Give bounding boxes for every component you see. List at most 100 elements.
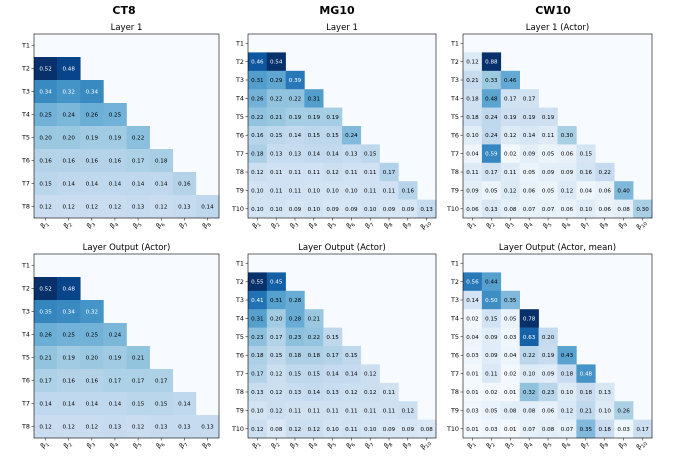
- heatmap-cell: [595, 401, 615, 420]
- cell-value-label: 0.56: [466, 280, 479, 286]
- cell-value-label: 0.17: [251, 372, 264, 378]
- heatmap-cell: [342, 382, 362, 402]
- heatmap-cell: [360, 181, 380, 200]
- x-tick-label: β2: [62, 439, 74, 451]
- cell-value-label: 0.04: [504, 353, 517, 359]
- x-tick-label: β4: [522, 439, 534, 451]
- cell-value-label: 0.09: [523, 152, 536, 158]
- heatmap-cell: [304, 199, 324, 219]
- cell-value-label: 0.13: [420, 207, 433, 213]
- heatmap-cell: [500, 181, 520, 200]
- panel-title: Layer Output (Actor): [83, 243, 171, 253]
- cell-value-label: 0.14: [308, 390, 321, 396]
- cell-value-label: 0.09: [289, 207, 302, 213]
- heatmap-cell: [103, 126, 127, 150]
- cell-value-label: 0.06: [599, 188, 612, 194]
- cell-value-label: 0.15: [270, 133, 283, 139]
- cell-value-label: 0.22: [132, 136, 144, 142]
- cell-value-label: 0.14: [326, 152, 339, 158]
- heatmap-cell: [557, 199, 577, 219]
- column-title-ct8: CT8: [112, 4, 135, 17]
- cell-value-label: 0.19: [86, 136, 99, 142]
- cell-value-label: 0.13: [201, 425, 214, 431]
- cell-value-label: 0.10: [326, 427, 339, 433]
- heatmap-cell: [34, 172, 58, 196]
- cell-value-label: 0.20: [62, 136, 75, 142]
- panel-title: Layer 1 (Actor): [526, 23, 590, 33]
- heatmap-cell: [614, 401, 634, 420]
- cell-value-label: 0.12: [308, 427, 320, 433]
- cell-value-label: 0.78: [523, 316, 536, 322]
- heatmap-cell: [557, 162, 577, 182]
- heatmap-cell: [576, 382, 596, 402]
- heatmap-cell: [103, 369, 127, 393]
- cell-value-label: 0.10: [523, 372, 536, 378]
- heatmap-cell: [538, 401, 558, 420]
- cell-value-label: 0.09: [542, 372, 555, 378]
- cell-value-label: 0.11: [289, 188, 302, 194]
- heatmap-cell: [481, 181, 502, 200]
- heatmap-cell: [126, 195, 150, 219]
- cell-value-label: 0.21: [466, 78, 479, 84]
- heatmap-cell: [34, 392, 58, 416]
- y-tick-label: T6: [450, 131, 459, 139]
- heatmap-cell: [149, 172, 174, 196]
- x-tick-label: β8: [382, 439, 394, 451]
- heatmap-cell: [80, 149, 104, 173]
- y-tick-label: T2: [235, 278, 244, 286]
- heatmap-panel-mg10-layer1: Layer 1 0.46 0.54 0.31 0.29 0.39 0.26 0.22 0.22 0…: [231, 23, 437, 232]
- heatmap-cell: [398, 401, 418, 420]
- x-tick-label: β3: [85, 219, 97, 231]
- heatmap-cell: [576, 419, 596, 439]
- cell-value-label: 0.11: [466, 170, 479, 176]
- heatmap-panel-ct8-layer1: Layer 1 0.52 0.48 0.34 0.32 0.34 0.25 0.24 0.26 0…: [21, 23, 220, 231]
- cell-value-label: 0.18: [561, 372, 574, 378]
- heatmap-cell: [481, 382, 502, 402]
- y-tick-label: T3: [235, 76, 244, 84]
- heatmap-cell: [304, 89, 324, 108]
- cell-value-label: 0.07: [542, 207, 555, 213]
- heatmap-cell: [519, 199, 539, 219]
- heatmap-cell: [595, 181, 615, 200]
- heatmap-cell: [34, 80, 58, 104]
- heatmap-cell: [481, 272, 502, 292]
- heatmap-cell: [463, 419, 483, 439]
- heatmap-cell: [266, 107, 286, 127]
- cell-value-label: 0.14: [308, 152, 321, 158]
- cell-value-label: 0.26: [251, 96, 264, 102]
- heatmap-cell: [519, 364, 539, 384]
- cell-value-label: 0.10: [364, 427, 377, 433]
- cell-value-label: 0.55: [251, 280, 264, 286]
- cell-value-label: 0.11: [270, 170, 283, 176]
- heatmap-cell: [500, 126, 520, 145]
- heatmap-cell: [323, 419, 343, 439]
- x-tick-label: β4: [522, 219, 534, 231]
- heatmap-cell: [342, 419, 362, 439]
- cell-value-label: 0.11: [504, 170, 517, 176]
- cell-value-label: 0.10: [364, 207, 377, 213]
- heatmap-cell: [500, 419, 520, 439]
- heatmap-cell: [538, 382, 558, 402]
- heatmap-cell: [304, 162, 324, 182]
- cell-value-label: 0.07: [561, 427, 574, 433]
- x-tick-label: β7: [579, 439, 591, 451]
- cell-value-label: 0.14: [109, 402, 122, 408]
- cell-value-label: 0.45: [270, 280, 283, 286]
- heatmap-frame: [462, 253, 653, 439]
- cell-value-label: 0.31: [270, 298, 283, 304]
- cell-value-label: 0.48: [485, 96, 498, 102]
- cell-value-label: 0.30: [561, 133, 574, 139]
- cell-value-label: 0.15: [364, 152, 377, 158]
- heatmap-cell: [266, 309, 286, 328]
- heatmap-frame: [247, 33, 437, 219]
- cell-value-label: 0.13: [289, 152, 302, 158]
- cell-value-label: 0.15: [326, 133, 339, 139]
- heatmap-cell: [557, 419, 577, 439]
- heatmap-cell: [57, 103, 81, 127]
- cell-value-label: 0.20: [86, 356, 99, 362]
- cell-value-label: 0.14: [86, 182, 99, 188]
- heatmap-cell: [248, 162, 268, 182]
- cell-value-label: 0.10: [251, 188, 264, 194]
- x-tick-label: β2: [485, 219, 497, 231]
- heatmap-cell: [285, 126, 305, 145]
